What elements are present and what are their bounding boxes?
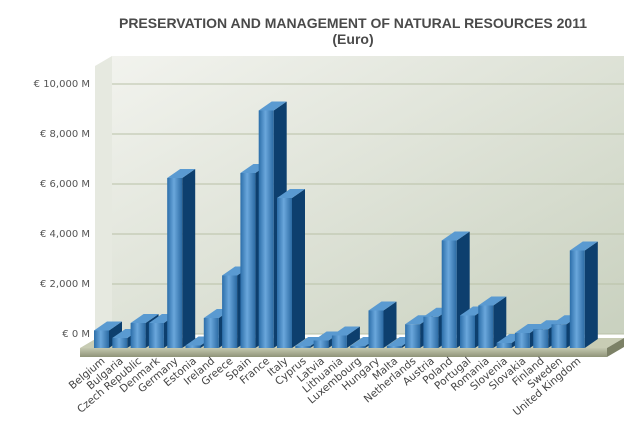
bar-side [383,301,397,348]
y-tick-label: € 8,000 M [40,129,90,140]
bar-front [551,324,567,348]
bar-front [514,333,530,348]
bar-front [148,323,164,348]
bar [368,301,397,348]
bar-front [423,316,439,348]
bar-front [167,178,183,348]
bar-front [130,323,146,348]
bar-side [493,296,507,348]
bar-front [240,173,256,348]
bar-front [386,346,402,348]
chart-subtitle: (Euro) [332,31,373,47]
y-tick-label: € 10,000 M [34,79,90,90]
bar-front [368,310,384,348]
y-tick-label: € 2,000 M [40,279,90,290]
bar-front [313,340,329,348]
bar-top [514,324,543,333]
bar-side [292,189,305,348]
bar [331,326,360,348]
plot-floor-front [80,348,607,357]
bar-top [569,241,598,251]
bar-front [222,275,238,348]
bar-top [277,189,305,198]
bar-top [167,169,196,178]
bar [277,189,305,348]
plot-side-wall [95,56,112,344]
bar-side [109,321,122,348]
bar [478,296,507,348]
bar-side [182,169,196,348]
bar [94,321,122,348]
bar-top [130,314,159,323]
plot-back-wall [112,56,624,334]
bar-front [185,345,201,348]
bar-top [258,101,287,111]
bar-side [584,241,598,348]
bar-top [331,326,360,336]
bar-front [331,335,347,348]
bar-front [295,346,311,348]
bar-front [258,110,274,348]
bar-front [277,198,292,348]
bar-front [112,338,128,348]
bar-front [496,343,512,348]
bar-front [405,324,421,348]
bar-top [478,296,507,306]
bar [167,169,196,348]
chart-title: PRESERVATION AND MANAGEMENT OF NATURAL R… [119,15,587,31]
plot-floor-side [607,338,624,357]
bar-front [460,315,475,348]
bar-front [350,346,366,348]
bar-top [94,321,122,331]
bar-top [441,231,470,241]
bar [569,241,598,348]
bar-front [94,330,109,348]
y-tick-label: € 0 M [62,329,90,340]
y-tick-label: € 4,000 M [40,229,90,240]
bar-top [368,301,397,311]
y-tick-label: € 6,000 M [40,179,90,190]
bar-front [203,318,219,348]
bar-side [346,326,360,348]
bar-front [569,250,585,348]
bar-front [441,240,457,348]
bar-front [478,305,494,348]
bar-front [533,329,549,348]
